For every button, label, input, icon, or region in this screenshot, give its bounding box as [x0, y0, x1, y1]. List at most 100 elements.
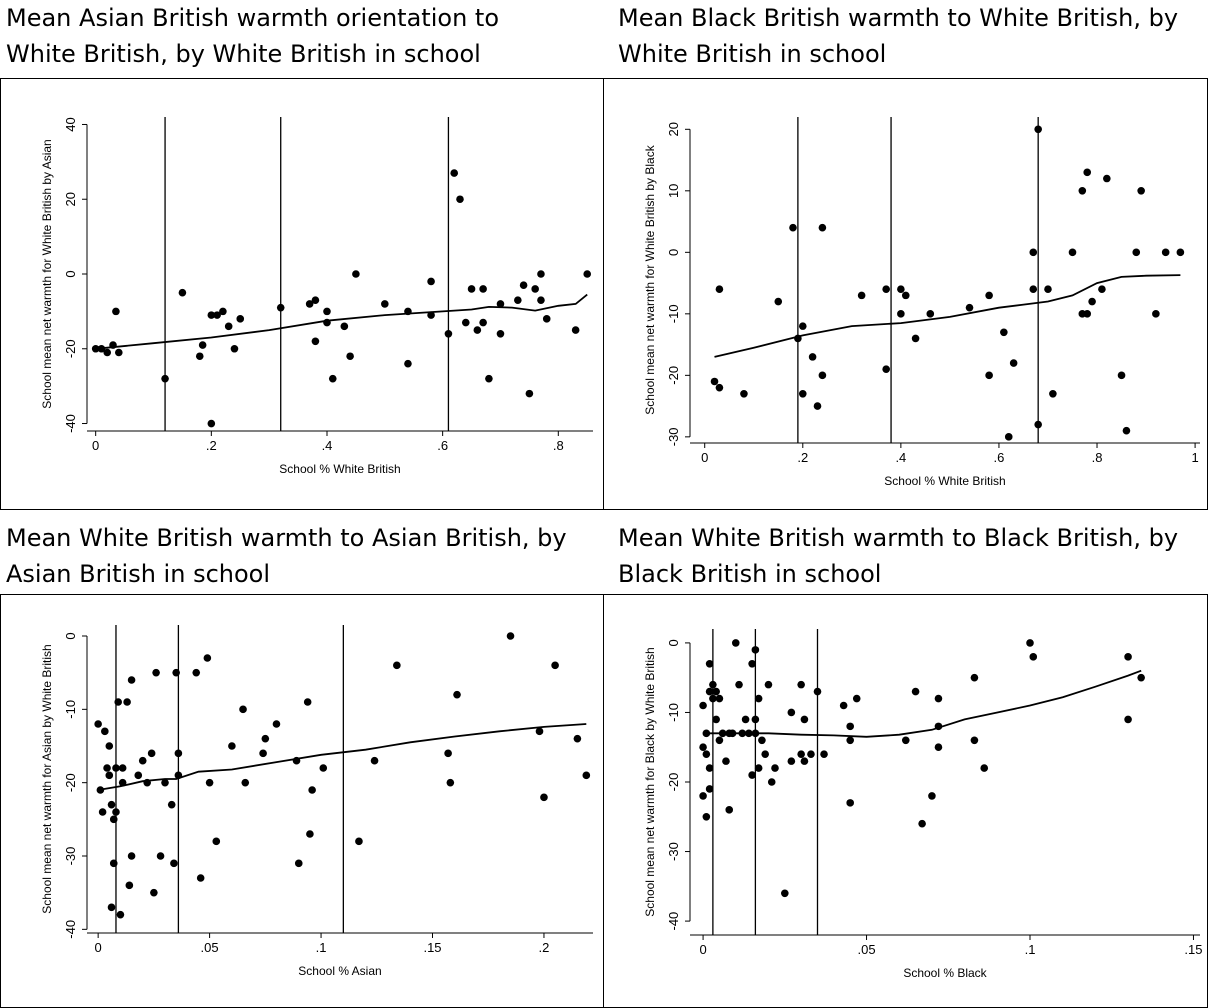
- data-point: [473, 326, 482, 334]
- data-point: [174, 771, 183, 780]
- y-tick-label: -20: [63, 339, 78, 358]
- data-point: [725, 806, 734, 814]
- y-tick-label: 0: [666, 249, 681, 256]
- x-tick-label: 0: [95, 940, 102, 955]
- data-point: [800, 757, 809, 765]
- lowess-line: [97, 723, 587, 791]
- data-point: [311, 337, 320, 346]
- data-point: [926, 310, 935, 318]
- data-point: [1029, 653, 1038, 661]
- x-tick-label: .15: [1184, 942, 1202, 957]
- data-point: [98, 808, 107, 816]
- data-point: [105, 742, 114, 750]
- data-point: [319, 764, 328, 772]
- data-point: [702, 750, 711, 758]
- data-point: [525, 389, 534, 398]
- data-point: [94, 720, 102, 728]
- data-point: [404, 359, 412, 368]
- chart-panel-2: 0 .2 .4 .6 .8 1 -30 -20 -10 0 10 20 School % White B…: [603, 78, 1208, 510]
- data-point: [1152, 310, 1160, 318]
- data-point: [980, 764, 989, 772]
- data-point: [1176, 248, 1185, 257]
- data-point: [143, 778, 151, 787]
- data-point: [328, 374, 337, 383]
- data-point: [985, 291, 993, 300]
- data-point: [97, 344, 106, 353]
- data-point: [147, 749, 156, 758]
- data-point: [514, 296, 522, 304]
- data-point: [740, 389, 748, 398]
- data-point: [161, 374, 169, 383]
- data-point: [308, 786, 316, 794]
- x-axis-label: School % White British: [884, 474, 1005, 488]
- data-point: [846, 722, 854, 731]
- data-point: [127, 852, 136, 860]
- y-tick-label: 0: [63, 632, 78, 639]
- data-point: [911, 687, 920, 696]
- data-point: [272, 720, 281, 728]
- x-tick-label: 0: [701, 450, 708, 465]
- data-point: [542, 315, 551, 323]
- data-point: [748, 659, 756, 668]
- y-axis-label: School mean net warmth for Black by Whit…: [643, 647, 657, 916]
- data-point: [715, 694, 724, 703]
- y-tick-label: 20: [666, 122, 681, 136]
- data-point: [818, 223, 827, 232]
- data-point: [1026, 639, 1034, 647]
- lowess-line: [703, 669, 1142, 738]
- y-tick-label: 0: [666, 639, 681, 646]
- data-point: [857, 291, 866, 300]
- data-point: [882, 365, 890, 373]
- data-point: [751, 715, 760, 724]
- data-point: [303, 698, 312, 706]
- data-point: [787, 757, 796, 765]
- data-point: [112, 808, 120, 816]
- y-tick-label: -20: [63, 773, 78, 792]
- data-point: [715, 383, 724, 392]
- data-point: [813, 687, 822, 696]
- data-point: [496, 330, 505, 338]
- y-tick-label: 20: [63, 192, 78, 206]
- data-point: [224, 322, 233, 331]
- data-point: [198, 341, 207, 349]
- data-point: [292, 756, 301, 765]
- data-point: [781, 889, 789, 898]
- x-tick-label: 0: [92, 438, 99, 453]
- data-point: [105, 771, 114, 780]
- data-point: [112, 307, 120, 316]
- data-point: [798, 322, 807, 330]
- data-point: [239, 705, 247, 714]
- data-point: [109, 341, 117, 349]
- data-point: [787, 708, 796, 717]
- data-point: [207, 311, 216, 319]
- data-point: [170, 859, 178, 868]
- x-tick-label: .05: [201, 940, 219, 955]
- chart-heading-4-line-2: Black British in school: [618, 560, 882, 588]
- chart-heading-2-line-2: White British in school: [618, 40, 887, 68]
- x-tick-label: 0: [699, 942, 706, 957]
- data-point: [1103, 174, 1111, 183]
- x-tick-label: .6: [994, 450, 1005, 465]
- data-point: [901, 291, 910, 300]
- data-point: [355, 837, 363, 846]
- data-point: [699, 743, 707, 752]
- data-point: [751, 646, 760, 654]
- data-point: [735, 680, 743, 689]
- chart-panel-4: 0 .05 .1 .15 -40 -30 -20 -10 0 School % Black Scho…: [603, 594, 1208, 1008]
- data-point: [1000, 328, 1008, 337]
- chart-heading-4-line-1: Mean White British warmth to Black Briti…: [618, 524, 1179, 552]
- data-point: [427, 311, 435, 319]
- data-point: [709, 680, 717, 689]
- data-point: [797, 750, 805, 758]
- data-point: [846, 799, 854, 807]
- data-point: [467, 285, 476, 293]
- data-point: [352, 270, 360, 278]
- chart-heading-3-line-1: Mean White British warmth to Asian Briti…: [6, 524, 567, 552]
- data-point: [276, 303, 285, 312]
- data-point: [712, 715, 720, 724]
- y-tick-label: 40: [63, 117, 78, 131]
- data-point: [1098, 285, 1106, 294]
- data-point: [1034, 125, 1042, 134]
- data-point: [241, 778, 250, 787]
- chart-panel-1: 0 .2 .4 .6 .8 -40 -20 0 20 40 School % White Briti…: [0, 78, 604, 510]
